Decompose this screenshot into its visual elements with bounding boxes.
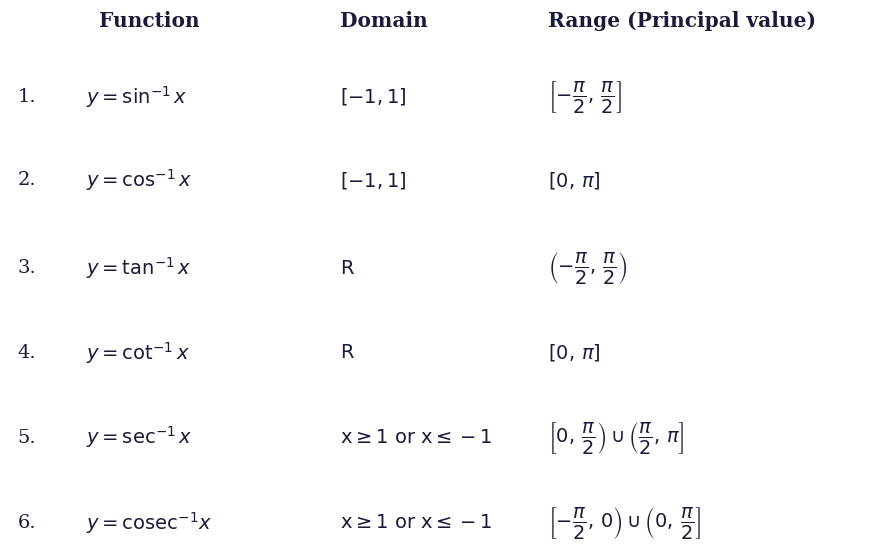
Text: 5.: 5. [17, 429, 37, 447]
Text: 4.: 4. [17, 344, 37, 362]
Text: 1.: 1. [17, 88, 37, 106]
Text: $\left[-\dfrac{\pi}{2},\, 0\right) \cup \left(0,\, \dfrac{\pi}{2}\right]$: $\left[-\dfrac{\pi}{2},\, 0\right) \cup … [548, 505, 702, 541]
Text: 6.: 6. [17, 514, 37, 531]
Text: $\mathrm{R}$: $\mathrm{R}$ [340, 343, 355, 362]
Text: Function: Function [99, 11, 199, 31]
Text: 3.: 3. [17, 259, 37, 277]
Text: $\mathrm{x} \geq 1 \text{ or } \mathrm{x} \leq -1$: $\mathrm{x} \geq 1 \text{ or } \mathrm{x… [340, 513, 492, 532]
Text: $[-1, 1]$: $[-1, 1]$ [340, 170, 407, 191]
Text: $y = \cos^{-1} x$: $y = \cos^{-1} x$ [86, 168, 193, 193]
Text: Range (Principal value): Range (Principal value) [548, 11, 816, 31]
Text: $\left[-\dfrac{\pi}{2},\, \dfrac{\pi}{2}\right]$: $\left[-\dfrac{\pi}{2},\, \dfrac{\pi}{2}… [548, 79, 622, 115]
Text: $[0,\, \pi]$: $[0,\, \pi]$ [548, 170, 601, 191]
Text: $y = \mathrm{cosec}^{-1} x$: $y = \mathrm{cosec}^{-1} x$ [86, 510, 212, 536]
Text: $[-1, 1]$: $[-1, 1]$ [340, 86, 407, 107]
Text: $\left[0,\, \dfrac{\pi}{2}\right) \cup \left(\dfrac{\pi}{2},\, \pi\right]$: $\left[0,\, \dfrac{\pi}{2}\right) \cup \… [548, 419, 685, 455]
Text: $y = \sin^{-1} x$: $y = \sin^{-1} x$ [86, 84, 188, 110]
Text: $[0,\, \pi]$: $[0,\, \pi]$ [548, 342, 601, 363]
Text: $y = \cot^{-1} x$: $y = \cot^{-1} x$ [86, 340, 190, 366]
Text: $y = \sec^{-1} x$: $y = \sec^{-1} x$ [86, 424, 193, 450]
Text: 2.: 2. [17, 171, 37, 189]
Text: $\left(-\dfrac{\pi}{2},\, \dfrac{\pi}{2}\right)$: $\left(-\dfrac{\pi}{2},\, \dfrac{\pi}{2}… [548, 250, 628, 286]
Text: Domain: Domain [340, 11, 428, 31]
Text: $\mathrm{R}$: $\mathrm{R}$ [340, 259, 355, 278]
Text: $y = \tan^{-1} x$: $y = \tan^{-1} x$ [86, 255, 192, 281]
Text: $\mathrm{x} \geq 1 \text{ or } \mathrm{x} \leq -1$: $\mathrm{x} \geq 1 \text{ or } \mathrm{x… [340, 428, 492, 447]
